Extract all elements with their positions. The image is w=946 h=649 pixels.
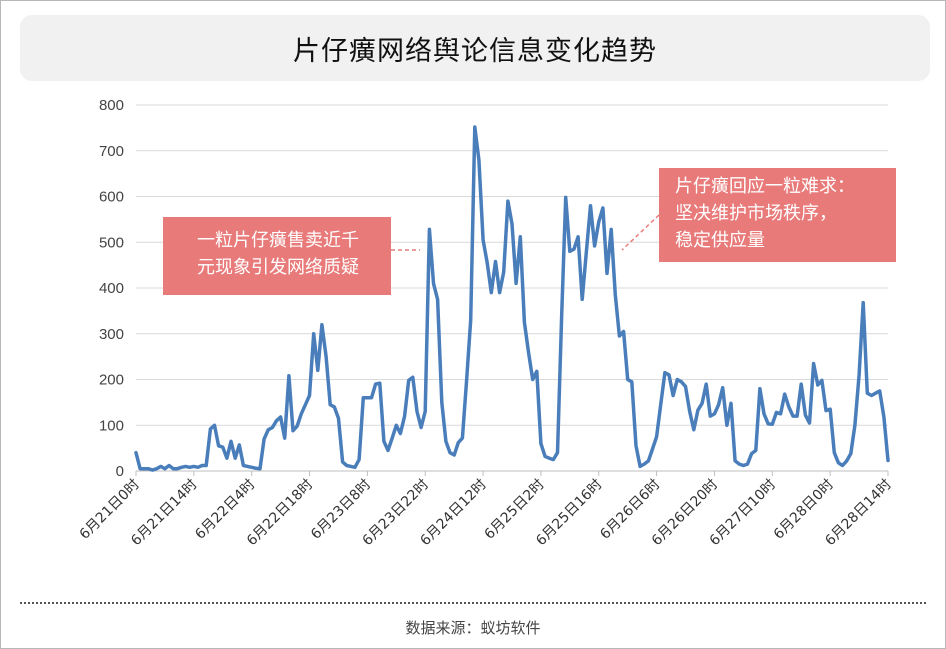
y-tick-label: 100	[99, 417, 124, 434]
y-tick-label: 400	[99, 280, 124, 297]
series-line	[134, 125, 890, 472]
y-tick-label: 300	[99, 326, 124, 343]
event-callout-left: 一粒片仔癀售卖近千 元现象引发网络质疑	[163, 217, 391, 295]
y-axis-ticks: 0 100 200 300 400 500 600 700 800	[99, 97, 124, 480]
data-source: 数据来源：蚁坊软件	[405, 619, 541, 637]
grid-lines	[136, 104, 888, 472]
x-axis-ticks: 6月21日0时6月21日14时6月22日4时6月22日18时6月23日8时6月2…	[77, 471, 895, 549]
y-tick-label: 700	[99, 143, 124, 160]
footer-divider	[20, 602, 926, 604]
callout-left-line2: 元现象引发网络质疑	[197, 257, 359, 278]
y-tick-label: 600	[99, 189, 124, 206]
callout-right-line1: 片仔癀回应一粒难求：	[675, 176, 855, 197]
y-tick-label: 500	[99, 234, 124, 251]
callout-right-line2: 坚决维护市场秩序，	[675, 203, 837, 224]
series-group	[134, 125, 890, 472]
y-tick-label: 200	[99, 372, 124, 389]
chart-title: 片仔癀网络舆论信息变化趋势	[293, 35, 657, 67]
title-banner: 片仔癀网络舆论信息变化趋势	[20, 15, 930, 81]
event-callout-right: 片仔癀回应一粒难求： 坚决维护市场秩序， 稳定供应量	[659, 168, 896, 262]
callout-right-connector	[621, 214, 660, 251]
callout-right-line3: 稳定供应量	[675, 230, 765, 251]
y-tick-label: 0	[116, 463, 124, 480]
y-tick-label: 800	[99, 97, 124, 114]
callout-left-line1: 一粒片仔癀售卖近千	[197, 230, 359, 251]
